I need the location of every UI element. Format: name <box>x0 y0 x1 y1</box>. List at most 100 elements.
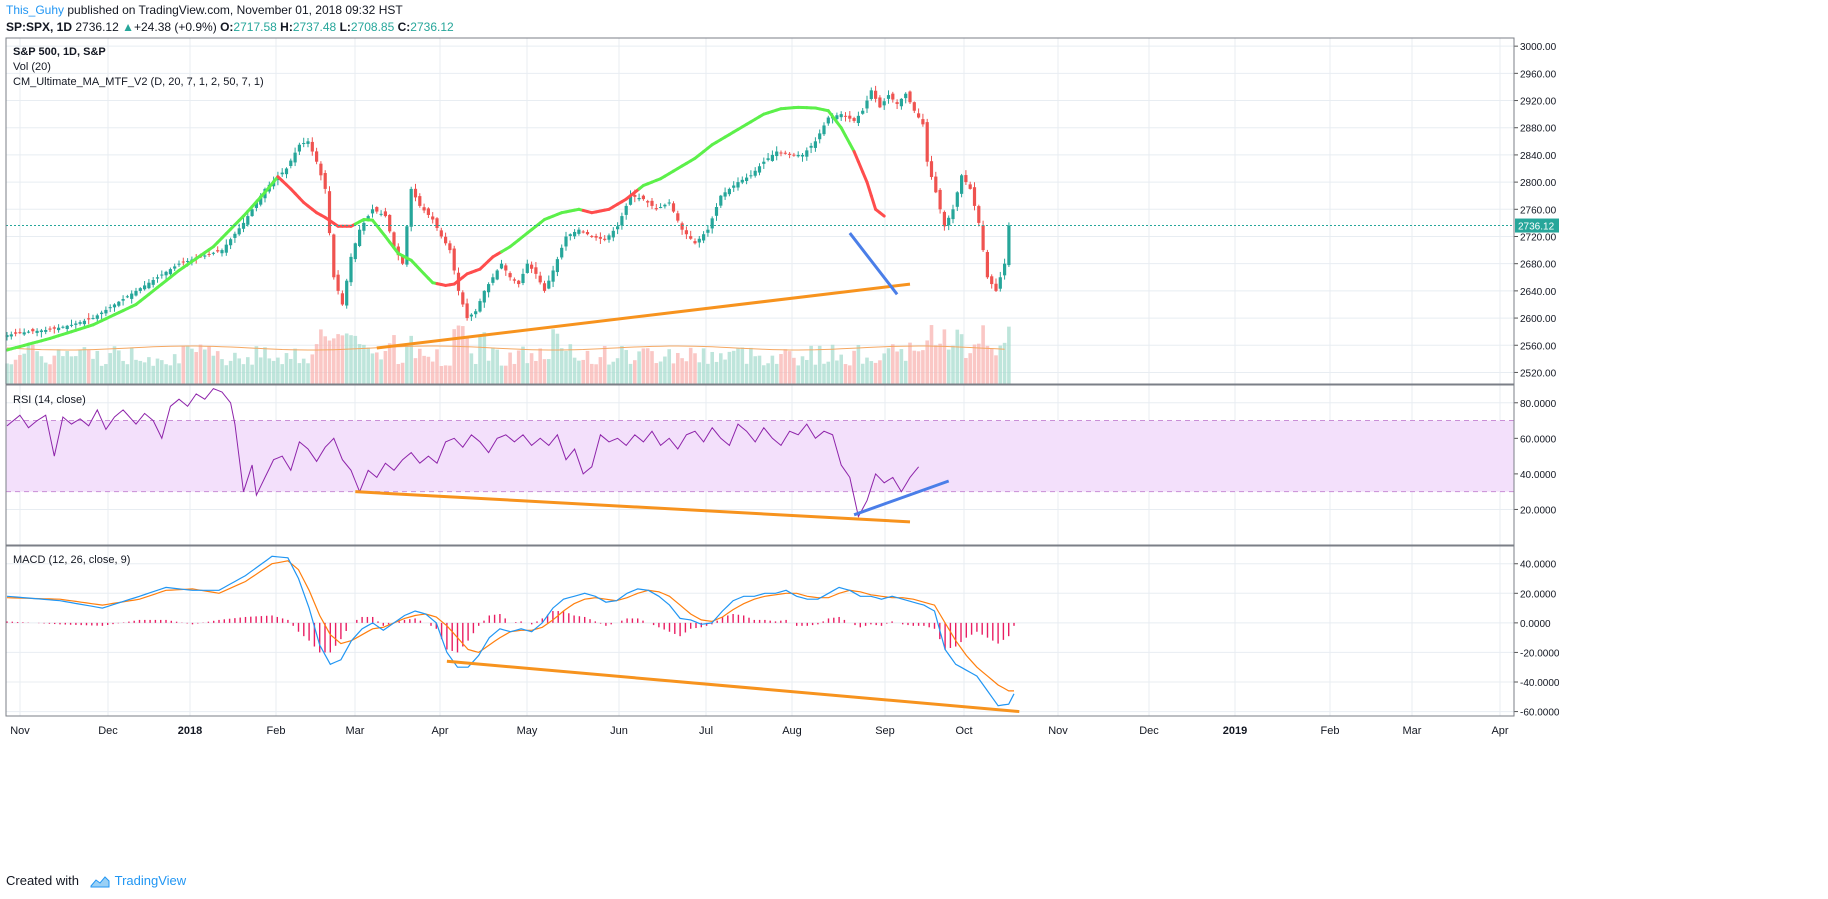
volume-bar <box>39 356 44 384</box>
x-tick-label: May <box>517 725 538 737</box>
volume-bar <box>615 358 620 384</box>
volume-bar <box>602 345 607 384</box>
volume-bar <box>516 350 521 384</box>
moving-average-segment <box>852 150 860 164</box>
candle-body <box>650 200 654 206</box>
y-tick-label: 2760.00 <box>1520 205 1557 216</box>
candle-body <box>972 187 977 206</box>
blue-trendline <box>848 232 899 296</box>
candle-body <box>465 303 469 319</box>
moving-average-segment <box>844 134 852 146</box>
ma-legend: CM_Ultimate_MA_MTF_V2 (D, 20, 7, 1, 2, 5… <box>13 76 264 88</box>
candle-body <box>607 235 611 240</box>
candle-body <box>388 214 392 232</box>
candle-body <box>409 188 413 227</box>
orange-trendline <box>376 282 911 350</box>
author-link[interactable]: This_Guhy <box>6 3 65 17</box>
volume-bar <box>929 325 934 384</box>
candle-body <box>35 330 39 333</box>
volume-bar <box>731 350 736 384</box>
candle-body <box>61 326 65 328</box>
volume-bar <box>891 344 895 384</box>
volume-bar <box>228 360 233 384</box>
volume-bar <box>31 344 35 384</box>
volume-bar <box>465 337 469 384</box>
candle-body <box>229 239 233 246</box>
volume-bar <box>697 362 702 384</box>
tradingview-link[interactable]: TradingView <box>114 873 187 888</box>
candle-body <box>5 335 9 338</box>
candle-body <box>616 226 620 230</box>
x-tick-label: Apr <box>1491 725 1508 737</box>
volume-bar <box>250 364 254 384</box>
candle-body <box>130 293 134 299</box>
signal-line <box>6 560 1014 692</box>
volume-bar <box>491 347 495 384</box>
volume-bar <box>551 329 555 384</box>
candle-body <box>960 175 964 194</box>
candle-body <box>203 255 207 257</box>
candle-body <box>818 133 822 140</box>
candle-body <box>293 152 297 163</box>
volume-bar <box>91 358 95 384</box>
candle-body <box>779 152 783 154</box>
candle-body <box>577 229 581 234</box>
x-tick-label: Mar <box>346 725 365 737</box>
candle-body <box>564 236 568 247</box>
x-tick-label: Apr <box>431 725 448 737</box>
y-tick-label: -40.0000 <box>1520 678 1560 689</box>
volume-bar <box>787 351 792 384</box>
volume-bar <box>155 358 160 384</box>
volume-bar <box>873 362 878 384</box>
candle-body <box>882 101 886 106</box>
candle-body <box>302 143 306 145</box>
candle-body <box>697 238 701 243</box>
candle-body <box>573 231 577 237</box>
orange-macd-trendline <box>446 659 1020 714</box>
volume-bar <box>744 363 749 384</box>
candle-body <box>95 315 99 319</box>
volume-bar <box>400 362 405 384</box>
volume-bar <box>688 347 693 384</box>
volume-bar <box>246 357 250 384</box>
volume-bar <box>13 359 18 384</box>
volume-bar <box>340 335 345 384</box>
volume-bar <box>972 344 977 384</box>
volume-bar <box>534 360 538 384</box>
candle-body <box>899 98 903 107</box>
y-tick-label: 2560.00 <box>1520 341 1557 352</box>
candle-body <box>542 283 547 291</box>
y-tick-label: 20.0000 <box>1520 505 1557 516</box>
candle-body <box>964 175 968 183</box>
volume-bar <box>443 365 448 384</box>
x-tick-label: Aug <box>782 725 802 737</box>
candle-body <box>39 330 43 333</box>
candle-body <box>426 208 430 215</box>
candle-body <box>134 290 138 296</box>
volume-bar <box>912 350 917 384</box>
candle-body <box>568 234 572 236</box>
candle-body <box>280 172 284 175</box>
volume-bar <box>813 364 818 384</box>
volume-bar <box>168 365 173 384</box>
volume-bar <box>663 356 667 384</box>
up-arrow-icon: ▲ <box>122 20 134 34</box>
candle-body <box>637 197 641 200</box>
volume-bar <box>822 363 826 384</box>
candles <box>5 85 1011 341</box>
candle-body <box>938 189 942 210</box>
volume-bar <box>547 359 551 384</box>
volume-bar <box>504 365 508 384</box>
y-tick-label: 2960.00 <box>1520 69 1557 80</box>
footer: Created with TradingView <box>6 873 186 889</box>
candle-body <box>671 203 676 212</box>
candle-body <box>160 274 164 276</box>
volume-bar <box>869 361 874 384</box>
volume-bar <box>241 364 246 384</box>
volume-bar <box>344 333 349 384</box>
last-price-tag-label: 2736.12 <box>1518 222 1555 233</box>
rsi-legend: RSI (14, close) <box>13 394 86 406</box>
y-tick-label: 40.0000 <box>1520 560 1557 571</box>
volume-bar <box>611 361 616 384</box>
